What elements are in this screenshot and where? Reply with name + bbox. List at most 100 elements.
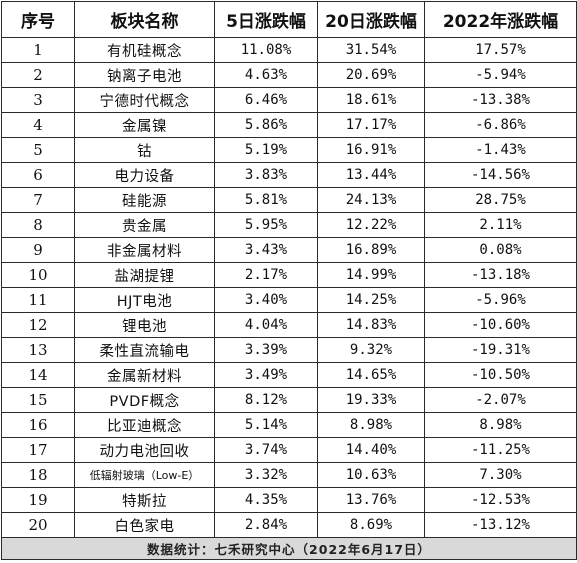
cell-20day-change: 14.40% (317, 437, 425, 463)
cell-20day-change: 14.25% (317, 287, 425, 313)
cell-sector-name: HJT电池 (74, 287, 215, 313)
header-index: 序号 (1, 1, 75, 38)
cell-index: 1 (1, 37, 75, 63)
cell-2022-change: -10.50% (424, 362, 577, 388)
table-row: 17 动力电池回收 3.74% 14.40% -11.25% (1, 437, 577, 463)
cell-index: 16 (1, 412, 75, 438)
cell-20day-change: 8.69% (317, 512, 425, 538)
cell-2022-change: -19.31% (424, 337, 577, 363)
cell-5day-change: 5.86% (214, 112, 318, 138)
cell-index: 18 (1, 462, 75, 488)
cell-index: 5 (1, 137, 75, 163)
cell-index: 14 (1, 362, 75, 388)
cell-5day-change: 2.17% (214, 262, 318, 288)
cell-2022-change: -1.43% (424, 137, 577, 163)
cell-2022-change: -12.53% (424, 487, 577, 513)
cell-2022-change: -13.12% (424, 512, 577, 538)
cell-sector-name: 宁德时代概念 (74, 87, 215, 113)
cell-index: 6 (1, 162, 75, 188)
cell-sector-name: PVDF概念 (74, 387, 215, 413)
table-row: 10 盐湖提锂 2.17% 14.99% -13.18% (1, 262, 577, 288)
cell-sector-name: 锂电池 (74, 312, 215, 338)
data-source-note: 数据统计：七禾研究中心（2022年6月17日） (1, 537, 577, 560)
cell-index: 17 (1, 437, 75, 463)
header-row: 序号 板块名称 5日涨跌幅 20日涨跌幅 2022年涨跌幅 (1, 1, 577, 38)
cell-sector-name: 金属新材料 (74, 362, 215, 388)
cell-sector-name: 有机硅概念 (74, 37, 215, 63)
cell-2022-change: -6.86% (424, 112, 577, 138)
header-20day-change: 20日涨跌幅 (317, 1, 425, 38)
cell-sector-name: 白色家电 (74, 512, 215, 538)
cell-5day-change: 4.35% (214, 487, 318, 513)
cell-sector-name: 盐湖提锂 (74, 262, 215, 288)
cell-20day-change: 14.65% (317, 362, 425, 388)
cell-5day-change: 11.08% (214, 37, 318, 63)
table-row: 12 锂电池 4.04% 14.83% -10.60% (1, 312, 577, 338)
cell-sector-name: 非金属材料 (74, 237, 215, 263)
table-row: 7 硅能源 5.81% 24.13% 28.75% (1, 187, 577, 213)
cell-2022-change: -14.56% (424, 162, 577, 188)
cell-sector-name: 电力设备 (74, 162, 215, 188)
cell-5day-change: 8.12% (214, 387, 318, 413)
cell-sector-name: 钠离子电池 (74, 62, 215, 88)
table-row: 4 金属镍 5.86% 17.17% -6.86% (1, 112, 577, 138)
cell-5day-change: 3.43% (214, 237, 318, 263)
header-sector-name: 板块名称 (74, 1, 215, 38)
cell-index: 3 (1, 87, 75, 113)
cell-index: 12 (1, 312, 75, 338)
cell-sector-name: 硅能源 (74, 187, 215, 213)
cell-5day-change: 4.04% (214, 312, 318, 338)
cell-sector-name: 贵金属 (74, 212, 215, 238)
cell-20day-change: 14.99% (317, 262, 425, 288)
cell-2022-change: 0.08% (424, 237, 577, 263)
cell-20day-change: 17.17% (317, 112, 425, 138)
cell-index: 11 (1, 287, 75, 313)
cell-5day-change: 5.95% (214, 212, 318, 238)
table-row: 18 低辐射玻璃（Low-E） 3.32% 10.63% 7.30% (1, 462, 577, 488)
cell-index: 10 (1, 262, 75, 288)
cell-20day-change: 31.54% (317, 37, 425, 63)
cell-5day-change: 6.46% (214, 87, 318, 113)
cell-index: 13 (1, 337, 75, 363)
table-row: 20 白色家电 2.84% 8.69% -13.12% (1, 512, 577, 538)
cell-20day-change: 8.98% (317, 412, 425, 438)
cell-20day-change: 12.22% (317, 212, 425, 238)
cell-2022-change: -13.38% (424, 87, 577, 113)
cell-20day-change: 10.63% (317, 462, 425, 488)
cell-5day-change: 3.49% (214, 362, 318, 388)
cell-20day-change: 19.33% (317, 387, 425, 413)
table-row: 11 HJT电池 3.40% 14.25% -5.96% (1, 287, 577, 313)
cell-index: 15 (1, 387, 75, 413)
cell-5day-change: 5.81% (214, 187, 318, 213)
cell-20day-change: 9.32% (317, 337, 425, 363)
cell-5day-change: 5.14% (214, 412, 318, 438)
cell-20day-change: 13.44% (317, 162, 425, 188)
cell-index: 9 (1, 237, 75, 263)
cell-2022-change: 2.11% (424, 212, 577, 238)
cell-20day-change: 24.13% (317, 187, 425, 213)
footer-row: 数据统计：七禾研究中心（2022年6月17日） (1, 537, 577, 560)
table-row: 9 非金属材料 3.43% 16.89% 0.08% (1, 237, 577, 263)
cell-5day-change: 3.40% (214, 287, 318, 313)
cell-5day-change: 5.19% (214, 137, 318, 163)
table-row: 13 柔性直流输电 3.39% 9.32% -19.31% (1, 337, 577, 363)
cell-2022-change: -10.60% (424, 312, 577, 338)
cell-2022-change: -11.25% (424, 437, 577, 463)
cell-20day-change: 14.83% (317, 312, 425, 338)
cell-sector-name: 动力电池回收 (74, 437, 215, 463)
cell-2022-change: 17.57% (424, 37, 577, 63)
table-row: 6 电力设备 3.83% 13.44% -14.56% (1, 162, 577, 188)
header-5day-change: 5日涨跌幅 (214, 1, 318, 38)
cell-5day-change: 3.39% (214, 337, 318, 363)
table-row: 14 金属新材料 3.49% 14.65% -10.50% (1, 362, 577, 388)
cell-20day-change: 16.89% (317, 237, 425, 263)
cell-20day-change: 18.61% (317, 87, 425, 113)
table-row: 5 钴 5.19% 16.91% -1.43% (1, 137, 577, 163)
table-row: 3 宁德时代概念 6.46% 18.61% -13.38% (1, 87, 577, 113)
cell-5day-change: 3.83% (214, 162, 318, 188)
cell-5day-change: 3.74% (214, 437, 318, 463)
cell-20day-change: 20.69% (317, 62, 425, 88)
cell-index: 2 (1, 62, 75, 88)
